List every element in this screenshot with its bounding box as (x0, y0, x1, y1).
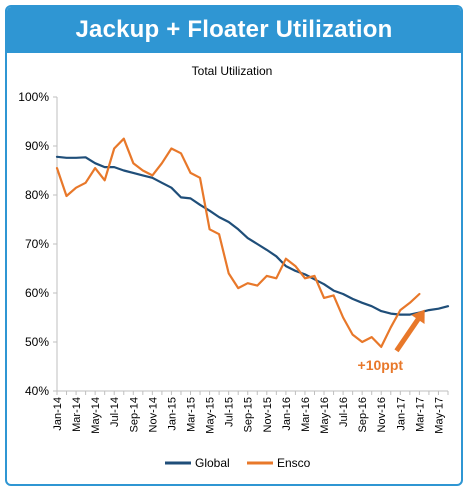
x-tick-label: Mar-17 (414, 397, 426, 432)
y-tick-label: 70% (25, 237, 49, 251)
x-tick-label: May-14 (90, 397, 102, 434)
series-line-global (55, 155, 450, 316)
x-tick-label: Sep-15 (243, 397, 255, 432)
x-tick-label: Jul-14 (109, 397, 121, 427)
x-tick-label: Jul-16 (338, 397, 350, 427)
y-axis-ticks: 40% 50% 60% 70% 80% 90% 100% (18, 90, 57, 398)
legend-label-global: Global (195, 456, 230, 470)
chart-title: Total Utilization (192, 64, 273, 78)
x-axis-ticks: Jan-14 Mar-14 May-14 Jul-14 Sep-14 Nov-14 Jan-… (52, 391, 449, 434)
x-tick-label: Jul-15 (224, 397, 236, 427)
y-tick-label: 60% (25, 286, 49, 300)
x-tick-label: May-16 (319, 397, 331, 434)
x-tick-label: Sep-16 (357, 397, 369, 432)
y-tick-label: 80% (25, 188, 49, 202)
x-tick-label: May-15 (205, 397, 217, 434)
annotation-10ppt: +10ppt (358, 309, 425, 373)
x-tick-label: Nov-16 (376, 397, 388, 432)
x-tick-label: Mar-16 (300, 397, 312, 432)
legend-label-ensco: Ensco (277, 456, 311, 470)
chart-axes (56, 97, 448, 392)
x-tick-label: Sep-14 (128, 397, 140, 432)
chart-legend: Global Ensco (165, 456, 311, 470)
x-tick-label: Jan-14 (52, 397, 64, 431)
chart-frame: Jackup + Floater Utilization Total Utili… (5, 5, 463, 486)
x-tick-label: May-17 (433, 397, 445, 434)
x-tick-label: Mar-14 (71, 397, 83, 432)
x-tick-label: Nov-15 (262, 397, 274, 432)
annotation-arrow-head (411, 309, 425, 325)
x-tick-label: Nov-14 (147, 397, 159, 432)
x-tick-label: Mar-15 (186, 397, 198, 432)
annotation-label: +10ppt (358, 357, 404, 373)
x-tick-label: Jan-16 (281, 397, 293, 431)
x-tick-label: Jan-17 (395, 397, 407, 431)
y-tick-label: 90% (25, 139, 49, 153)
x-tick-label: Jan-15 (166, 397, 178, 431)
y-tick-label: 40% (25, 384, 49, 398)
utilization-line-chart: Total Utilization 40% 50% 60% 70% 80% 90% 100%… (18, 64, 450, 470)
annotation-arrow-shaft (394, 313, 424, 353)
series-layer (55, 137, 450, 348)
y-tick-label: 100% (18, 90, 49, 104)
page-title: Jackup + Floater Utilization (7, 7, 461, 53)
series-line-ensco (55, 137, 421, 348)
y-tick-label: 50% (25, 335, 49, 349)
